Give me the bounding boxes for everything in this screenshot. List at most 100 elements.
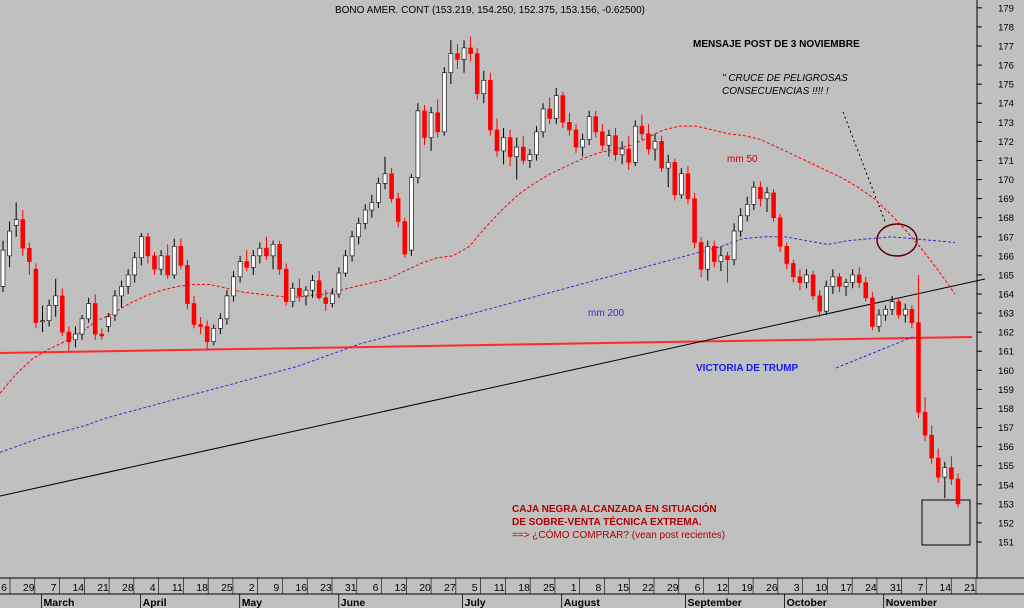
candle-body (652, 141, 658, 150)
x-day-label: 8 (596, 582, 602, 594)
candle (883, 305, 888, 321)
trend-lines (0, 111, 986, 546)
candle (0, 240, 6, 293)
x-day-label: 21 (97, 582, 109, 594)
candle (705, 240, 711, 281)
x-day-label: 26 (766, 582, 778, 594)
x-month-label: September (688, 597, 742, 608)
candle-body (119, 286, 124, 297)
candle-body (7, 230, 12, 257)
candle (395, 192, 401, 228)
candle (461, 40, 467, 73)
candle-body (409, 177, 414, 251)
candle-body (316, 280, 322, 299)
candle-body (850, 274, 855, 283)
candle-body (27, 247, 32, 262)
x-day-label: 14 (939, 582, 951, 594)
candle (270, 240, 276, 270)
candle-body (336, 272, 342, 295)
x-day-label: 6 (695, 582, 701, 594)
y-tick-label: 160 (998, 366, 1014, 377)
candle (66, 326, 72, 352)
candle (422, 105, 427, 146)
x-day-label: 1 (571, 582, 577, 594)
candle-body (132, 257, 137, 276)
y-tick-label: 175 (998, 80, 1014, 91)
candle (507, 129, 513, 167)
candle (323, 290, 329, 312)
y-tick-label: 171 (998, 156, 1014, 167)
crossover-circle (876, 223, 918, 257)
x-day-label: 27 (444, 582, 456, 594)
candle-body (547, 108, 552, 119)
candle-body (823, 286, 829, 312)
candle-body (0, 249, 6, 287)
candle-body (751, 186, 757, 205)
candle (896, 297, 902, 319)
candle (646, 124, 651, 155)
candle-body (382, 173, 388, 184)
candle-body (185, 265, 190, 304)
candle-body (106, 316, 111, 327)
x-day-label: 28 (122, 582, 134, 594)
candle (171, 238, 177, 279)
candle-body (441, 72, 447, 133)
x-day-label: 6 (373, 582, 379, 594)
candle (125, 269, 131, 294)
candle-body (455, 53, 460, 60)
candle-body (323, 297, 329, 304)
candle-body (784, 246, 790, 264)
candle-body (586, 116, 592, 140)
candle-body (863, 282, 869, 299)
candle (850, 269, 855, 289)
candle (909, 305, 915, 329)
x-month-label: November (886, 597, 937, 608)
candle (494, 118, 500, 157)
candle-body (112, 295, 118, 316)
candle-body (231, 276, 236, 297)
candle (712, 240, 717, 268)
candle (567, 112, 572, 136)
candle (797, 269, 803, 291)
moving-averages (0, 125, 956, 453)
candle-body (435, 112, 440, 133)
candle-body (685, 173, 691, 199)
candle-body (178, 246, 184, 266)
candle (692, 192, 697, 249)
candle-body (534, 131, 539, 156)
mm50-label: mm 50 (727, 154, 758, 165)
candle (626, 135, 631, 170)
candle (132, 252, 137, 283)
x-day-label: 4 (150, 582, 156, 594)
candle-body (251, 255, 256, 268)
candle-body (560, 95, 566, 123)
candle-body (909, 308, 915, 323)
candle (46, 299, 52, 327)
candle (652, 133, 658, 161)
candle-body (257, 247, 263, 257)
candle (685, 166, 691, 205)
candle (297, 278, 302, 302)
candle (224, 290, 230, 325)
y-tick-label: 168 (998, 213, 1014, 224)
candle-body (448, 53, 454, 74)
candle-body (422, 110, 427, 138)
candle (369, 194, 375, 218)
candle-body (356, 223, 361, 238)
candle-body (474, 53, 480, 94)
y-tick-label: 167 (998, 232, 1014, 243)
candle-body (916, 322, 921, 413)
candle (949, 456, 954, 485)
candle (99, 328, 105, 340)
x-day-label: 31 (345, 582, 357, 594)
candle (92, 293, 98, 340)
candle (903, 303, 908, 323)
candle-body (797, 276, 803, 283)
candle (942, 461, 948, 499)
candle-body (665, 162, 671, 169)
candle-body (646, 133, 651, 150)
candle-body (514, 146, 520, 157)
mm200-line (0, 236, 956, 453)
candle (613, 128, 618, 161)
candle-body (725, 255, 730, 260)
